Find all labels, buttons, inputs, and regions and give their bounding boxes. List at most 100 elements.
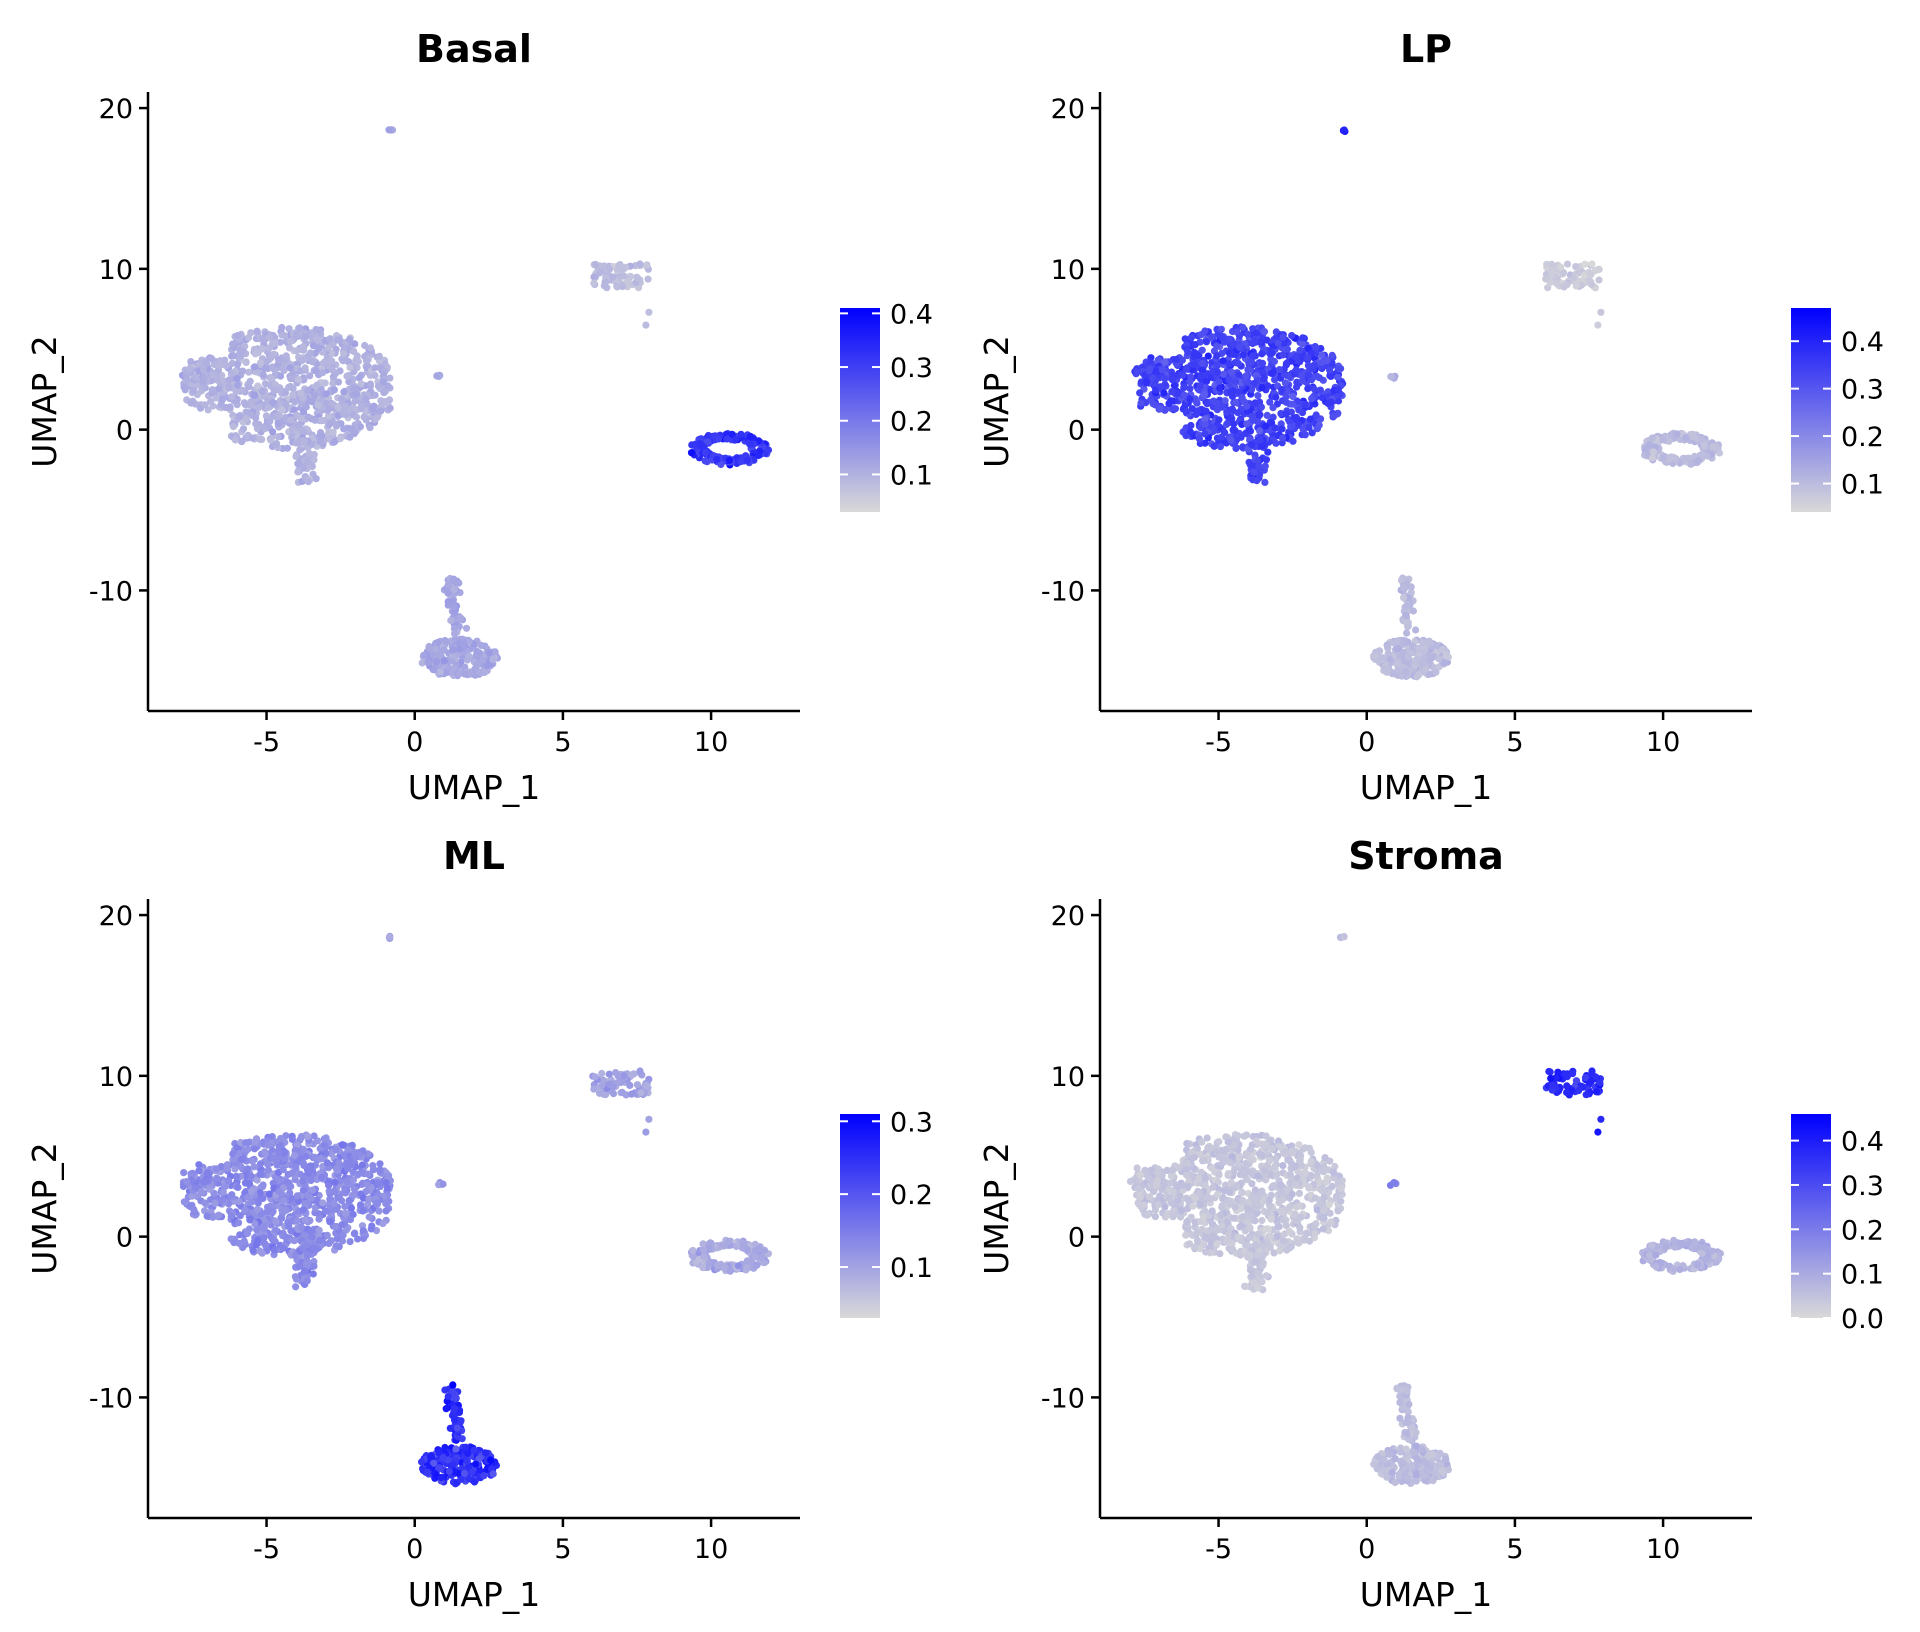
cell-point [257, 359, 265, 367]
cell-point [1232, 377, 1240, 386]
cell-point [1542, 275, 1550, 283]
cell-point [418, 1458, 426, 1466]
cell-point [1298, 340, 1306, 348]
cell-point [265, 1190, 274, 1198]
cell-point [219, 1196, 227, 1204]
cell-point [1301, 431, 1309, 439]
cell-point [450, 602, 458, 611]
cell-point [468, 1468, 476, 1476]
cell-point [252, 1135, 261, 1143]
cell-point [306, 372, 314, 380]
cell-point [1202, 407, 1210, 415]
cell-point [244, 334, 253, 342]
cell-point [448, 576, 457, 585]
panel-title: ML [443, 834, 505, 878]
cell-point [280, 366, 288, 375]
cell-point [1709, 443, 1717, 451]
cell-point [1305, 424, 1313, 432]
cell-point [1254, 457, 1262, 465]
cell-point [302, 403, 310, 411]
cell-point [300, 376, 308, 384]
colorbar-tick-label: 0.1 [890, 1253, 933, 1284]
cell-point [1228, 350, 1236, 358]
cell-point [183, 375, 192, 384]
cell-point [207, 354, 215, 362]
cell-point [1168, 388, 1176, 396]
cell-point [470, 1446, 478, 1454]
cell-point [346, 363, 354, 372]
cell-point [366, 424, 374, 432]
cell-point [286, 364, 294, 372]
cell-point [1271, 424, 1279, 432]
cell-point [296, 425, 304, 434]
cell-point [269, 1236, 277, 1244]
cell-point [1272, 393, 1280, 401]
cell-point [451, 1404, 459, 1413]
cell-point [1698, 435, 1706, 444]
colorbar-gradient [840, 308, 880, 512]
cell-point [699, 1240, 707, 1248]
cell-point [183, 1178, 191, 1186]
cell-point [297, 1133, 305, 1141]
cell-point [423, 1468, 431, 1476]
cell-point [366, 344, 374, 352]
cell-point [303, 1277, 311, 1285]
cell-point [1267, 369, 1276, 377]
colorbar-gradient [1791, 308, 1831, 512]
cell-point [202, 358, 210, 366]
cell-point [256, 1170, 264, 1178]
cell-point [450, 664, 458, 673]
cell-point [1174, 389, 1182, 397]
cell-point [312, 475, 320, 483]
cell-point [1218, 433, 1226, 441]
cell-point [444, 589, 452, 597]
cell-point [1213, 352, 1221, 360]
cell-point [1334, 373, 1342, 381]
cell-point [227, 369, 236, 377]
cell-point [483, 662, 491, 670]
cell-point [333, 1235, 341, 1243]
cell-point [451, 630, 459, 638]
cell-point [609, 1090, 618, 1098]
y-tick-label: 10 [99, 255, 133, 286]
x-tick-label: 10 [694, 1534, 728, 1565]
cell-point [355, 374, 363, 382]
cell-point [487, 1456, 495, 1464]
cell-point [1288, 332, 1296, 340]
cell-point [1334, 386, 1342, 394]
cell-point [258, 1249, 266, 1257]
cell-point [1260, 374, 1268, 382]
cell-point [283, 444, 291, 452]
cell-point [1243, 402, 1251, 410]
cell-point [308, 398, 316, 406]
cell-point [238, 347, 246, 355]
cell-point [253, 425, 262, 433]
cell-point [1438, 646, 1446, 654]
cell-point [1328, 351, 1336, 359]
x-tick-label: -5 [1205, 727, 1232, 758]
cell-point [746, 440, 755, 448]
cell-point [186, 366, 194, 374]
cell-point [1381, 665, 1390, 673]
cell-point [289, 391, 297, 399]
y-tick-label: 20 [99, 94, 133, 125]
cell-point [1570, 274, 1578, 282]
colorbar-tick-label: 0.1 [1841, 470, 1884, 501]
cell-point [360, 413, 368, 421]
cell-point [258, 387, 266, 395]
cell-point [1422, 665, 1430, 673]
cell-point [180, 1169, 188, 1177]
cell-point [1279, 351, 1287, 359]
cell-point [440, 657, 448, 665]
cell-point [290, 1237, 298, 1245]
cell-point [324, 344, 333, 352]
cell-point [1310, 361, 1318, 369]
cell-point [300, 464, 308, 472]
cell-point [1261, 478, 1269, 486]
cell-point [1572, 282, 1580, 290]
cell-point [320, 358, 329, 366]
cell-point [321, 1207, 329, 1215]
cell-point [223, 1164, 231, 1173]
cell-point [330, 386, 338, 394]
